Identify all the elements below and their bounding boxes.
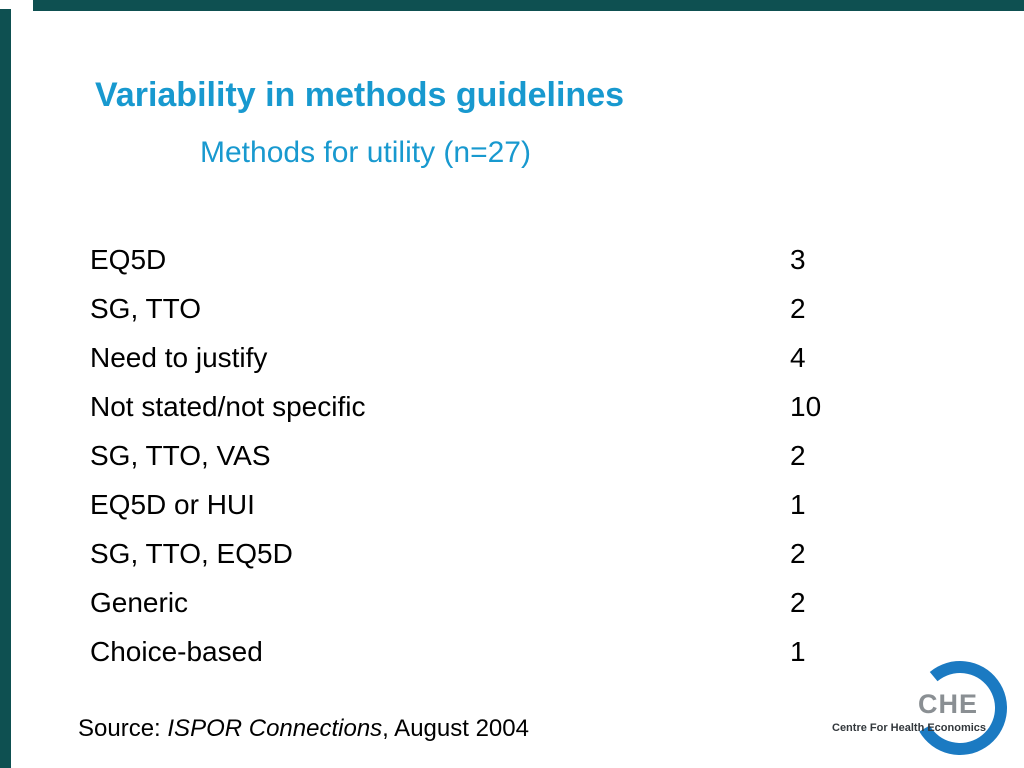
- slide-title: Variability in methods guidelines: [95, 76, 625, 114]
- methods-list: EQ5D 3 SG, TTO 2 Need to justify 4 Not s…: [90, 246, 890, 687]
- method-label: Not stated/not specific: [90, 391, 366, 422]
- method-label: Choice-based: [90, 636, 263, 667]
- method-count: 2: [790, 293, 806, 324]
- list-item: SG, TTO, EQ5D 2: [90, 540, 890, 589]
- che-logo-tagline: Centre For Health Economics: [832, 722, 987, 734]
- method-count: 3: [790, 244, 806, 275]
- che-logo: CHE Centre For Health Economics: [830, 653, 1015, 765]
- list-item: Choice-based 1: [90, 638, 890, 687]
- method-label: SG, TTO, EQ5D: [90, 538, 293, 569]
- list-item: EQ5D or HUI 1: [90, 491, 890, 540]
- list-item: SG, TTO 2: [90, 295, 890, 344]
- slide-subtitle: Methods for utility (n=27): [200, 136, 531, 169]
- source-prefix: Source:: [78, 715, 168, 742]
- list-item: SG, TTO, VAS 2: [90, 442, 890, 491]
- method-label: SG, TTO, VAS: [90, 440, 271, 471]
- method-count: 2: [790, 587, 806, 618]
- list-item: Generic 2: [90, 589, 890, 638]
- source-suffix: , August 2004: [382, 715, 529, 742]
- method-count: 10: [790, 391, 822, 422]
- source-publication: ISPOR Connections: [167, 715, 383, 742]
- method-label: EQ5D: [90, 244, 167, 275]
- source-note: Source: ISPOR Connections, August 2004: [78, 714, 529, 744]
- list-item: Need to justify 4: [90, 344, 890, 393]
- list-item: Not stated/not specific 10: [90, 393, 890, 442]
- method-count: 1: [790, 489, 806, 520]
- method-label: Need to justify: [90, 342, 268, 373]
- method-label: SG, TTO: [90, 293, 201, 324]
- method-count: 2: [790, 440, 806, 471]
- method-label: Generic: [90, 587, 189, 618]
- method-count: 2: [790, 538, 806, 569]
- top-border-bar: [33, 0, 1024, 11]
- method-label: EQ5D or HUI: [90, 489, 255, 520]
- che-logo-acronym: CHE: [918, 689, 979, 719]
- list-item: EQ5D 3: [90, 246, 890, 295]
- method-count: 4: [790, 342, 806, 373]
- method-count: 1: [790, 636, 806, 667]
- left-border-bar: [0, 9, 11, 768]
